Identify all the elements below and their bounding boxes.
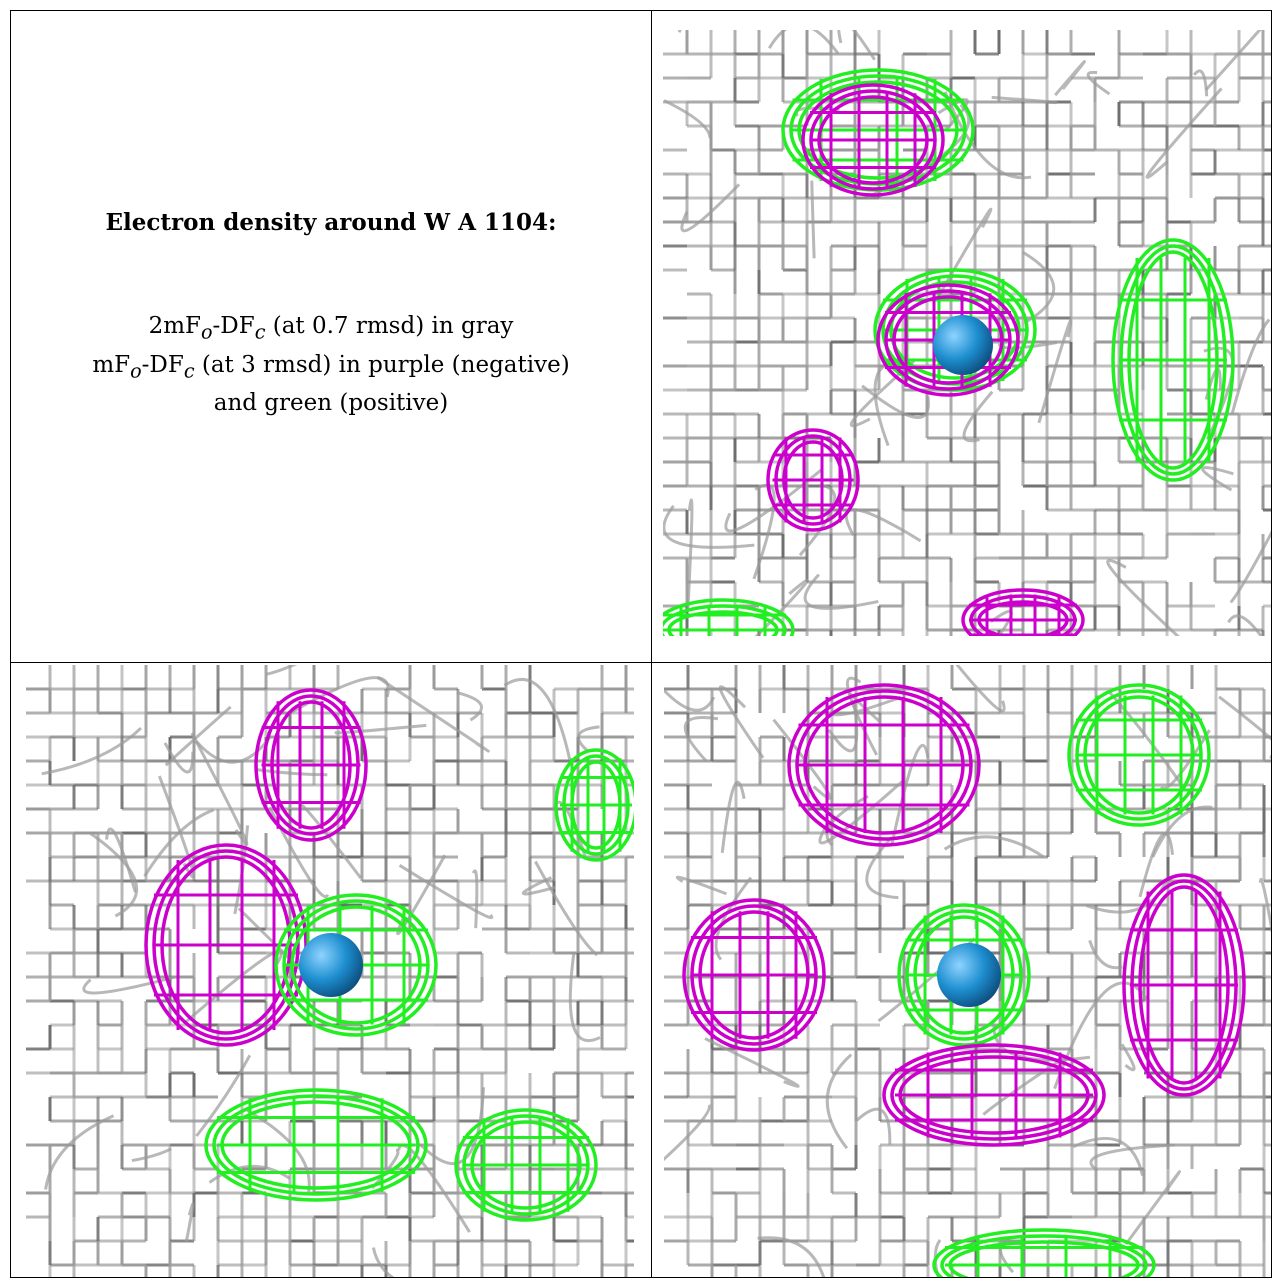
density-map-image	[663, 30, 1271, 636]
negative-density-blob	[882, 1043, 1106, 1147]
legend-text: (at 0.7 rmsd) in gray	[265, 313, 514, 339]
table-border-left	[10, 10, 11, 1278]
negative-density-blob	[766, 428, 860, 532]
positive-density-blob	[932, 1228, 1156, 1277]
positive-density-blob	[1111, 238, 1235, 482]
legend-line-green: and green (positive)	[213, 390, 449, 417]
negative-density-blob	[1122, 873, 1246, 1097]
water-atom-sphere	[933, 315, 993, 375]
legend-text: 2mF	[148, 313, 201, 339]
density-view-bottom-right	[664, 665, 1271, 1277]
legend-line-mfo: mFo-DFc (at 3 rmsd) in purple (negative)	[92, 349, 569, 388]
positive-density-blob	[663, 598, 795, 636]
caption-cell: Electron density around W A 1104: 2mFo-D…	[11, 11, 651, 662]
water-atom-sphere	[937, 943, 1001, 1007]
legend-text: -DF	[212, 313, 255, 339]
caption-title: Electron density around W A 1104:	[105, 209, 557, 236]
density-view-bottom-left	[26, 665, 634, 1277]
positive-density-blob	[204, 1088, 428, 1202]
water-atom-sphere	[299, 933, 363, 997]
legend-text: (at 3 rmsd) in purple (negative)	[194, 351, 570, 378]
legend-sub: o	[200, 320, 213, 344]
density-map-image	[664, 665, 1271, 1277]
table-border-center	[651, 10, 652, 1278]
positive-density-blob	[454, 1108, 598, 1222]
positive-density-blob	[274, 893, 438, 1037]
figure-table: Electron density around W A 1104: 2mFo-D…	[10, 10, 1272, 1278]
negative-density-blob	[682, 898, 826, 1052]
gray-density-mesh	[26, 665, 634, 1277]
positive-density-blob	[1067, 683, 1211, 827]
table-border-bottom	[10, 1277, 1272, 1278]
table-border-middle	[10, 662, 1272, 663]
legend-text: mF	[92, 351, 131, 378]
legend-line-2mfo: 2mFo-DFc (at 0.7 rmsd) in gray	[92, 310, 569, 349]
negative-density-blob	[254, 688, 368, 842]
caption-legend: 2mFo-DFc (at 0.7 rmsd) in gray mFo-DFc (…	[92, 310, 569, 420]
legend-sub: c	[254, 320, 266, 344]
table-border-top	[10, 10, 1272, 11]
legend-sub: c	[183, 359, 195, 383]
legend-sub: o	[130, 359, 142, 383]
density-view-top-right	[663, 30, 1271, 636]
negative-density-blob	[787, 683, 981, 847]
negative-density-blob	[961, 588, 1085, 636]
positive-density-blob	[554, 748, 634, 862]
density-map-image	[26, 665, 634, 1277]
legend-text: -DF	[141, 351, 184, 378]
negative-density-blob	[801, 83, 945, 197]
table-border-right	[1271, 10, 1272, 1278]
negative-density-blob	[144, 843, 308, 1047]
